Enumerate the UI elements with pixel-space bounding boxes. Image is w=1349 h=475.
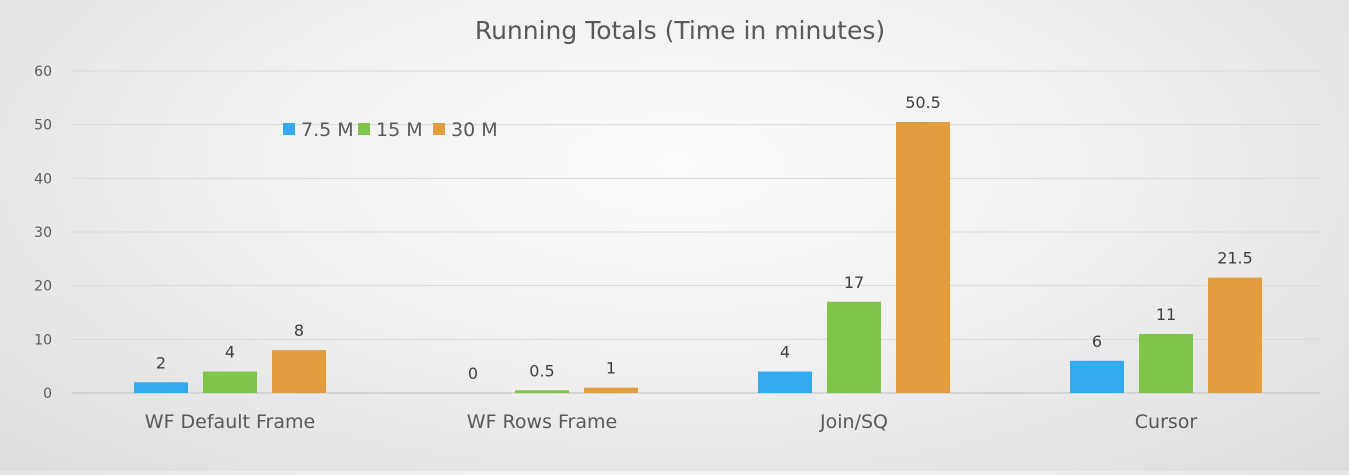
bar: [134, 382, 188, 393]
x-tick-label: WF Rows Frame: [467, 411, 617, 433]
legend-label: 15 M: [376, 119, 423, 141]
x-tick-label: Join/SQ: [819, 411, 888, 433]
data-label: 0: [468, 364, 478, 383]
y-axis-ticks: 0 10 20 30 40 50 60: [34, 64, 52, 402]
data-labels: 2 4 8 0 0.5 1 4 17 50.5 6 11 21.5: [156, 93, 1253, 383]
legend-swatch: [433, 123, 445, 135]
bar: [827, 301, 881, 393]
bar: [896, 121, 950, 393]
bar: [272, 350, 326, 393]
data-label: 4: [225, 343, 235, 362]
legend-swatch: [283, 123, 295, 135]
bar: [584, 387, 638, 393]
data-label: 1: [606, 359, 616, 378]
x-tick-label: WF Default Frame: [145, 411, 315, 433]
data-label: 0.5: [529, 361, 554, 380]
gridlines: [72, 70, 1320, 394]
x-axis-ticks: WF Default Frame WF Rows Frame Join/SQ Curs…: [145, 411, 1198, 433]
y-tick-label: 30: [34, 225, 52, 241]
bar: [1208, 277, 1262, 393]
bars: [134, 121, 1262, 393]
data-label: 17: [844, 273, 864, 292]
bar: [1070, 360, 1124, 393]
legend: 7.5 M 15 M 30 M: [283, 119, 498, 141]
data-label: 11: [1156, 305, 1176, 324]
y-tick-label: 10: [34, 332, 52, 348]
data-label: 4: [780, 343, 790, 362]
y-tick-label: 50: [34, 118, 52, 134]
y-tick-label: 0: [43, 386, 52, 402]
legend-label: 7.5 M: [301, 119, 354, 141]
chart-title: Running Totals (Time in minutes): [475, 16, 885, 45]
data-label: 21.5: [1217, 249, 1253, 268]
legend-swatch: [358, 123, 370, 135]
data-label: 6: [1092, 332, 1102, 351]
y-tick-label: 20: [34, 279, 52, 295]
bar: [203, 371, 257, 393]
x-tick-label: Cursor: [1135, 411, 1198, 433]
bar: [515, 390, 569, 393]
data-label: 2: [156, 353, 166, 372]
data-label: 50.5: [905, 93, 941, 112]
legend-label: 30 M: [451, 119, 498, 141]
bar: [1139, 333, 1193, 393]
y-tick-label: 60: [34, 64, 52, 80]
bar: [758, 371, 812, 393]
y-tick-label: 40: [34, 171, 52, 187]
data-label: 8: [294, 321, 304, 340]
